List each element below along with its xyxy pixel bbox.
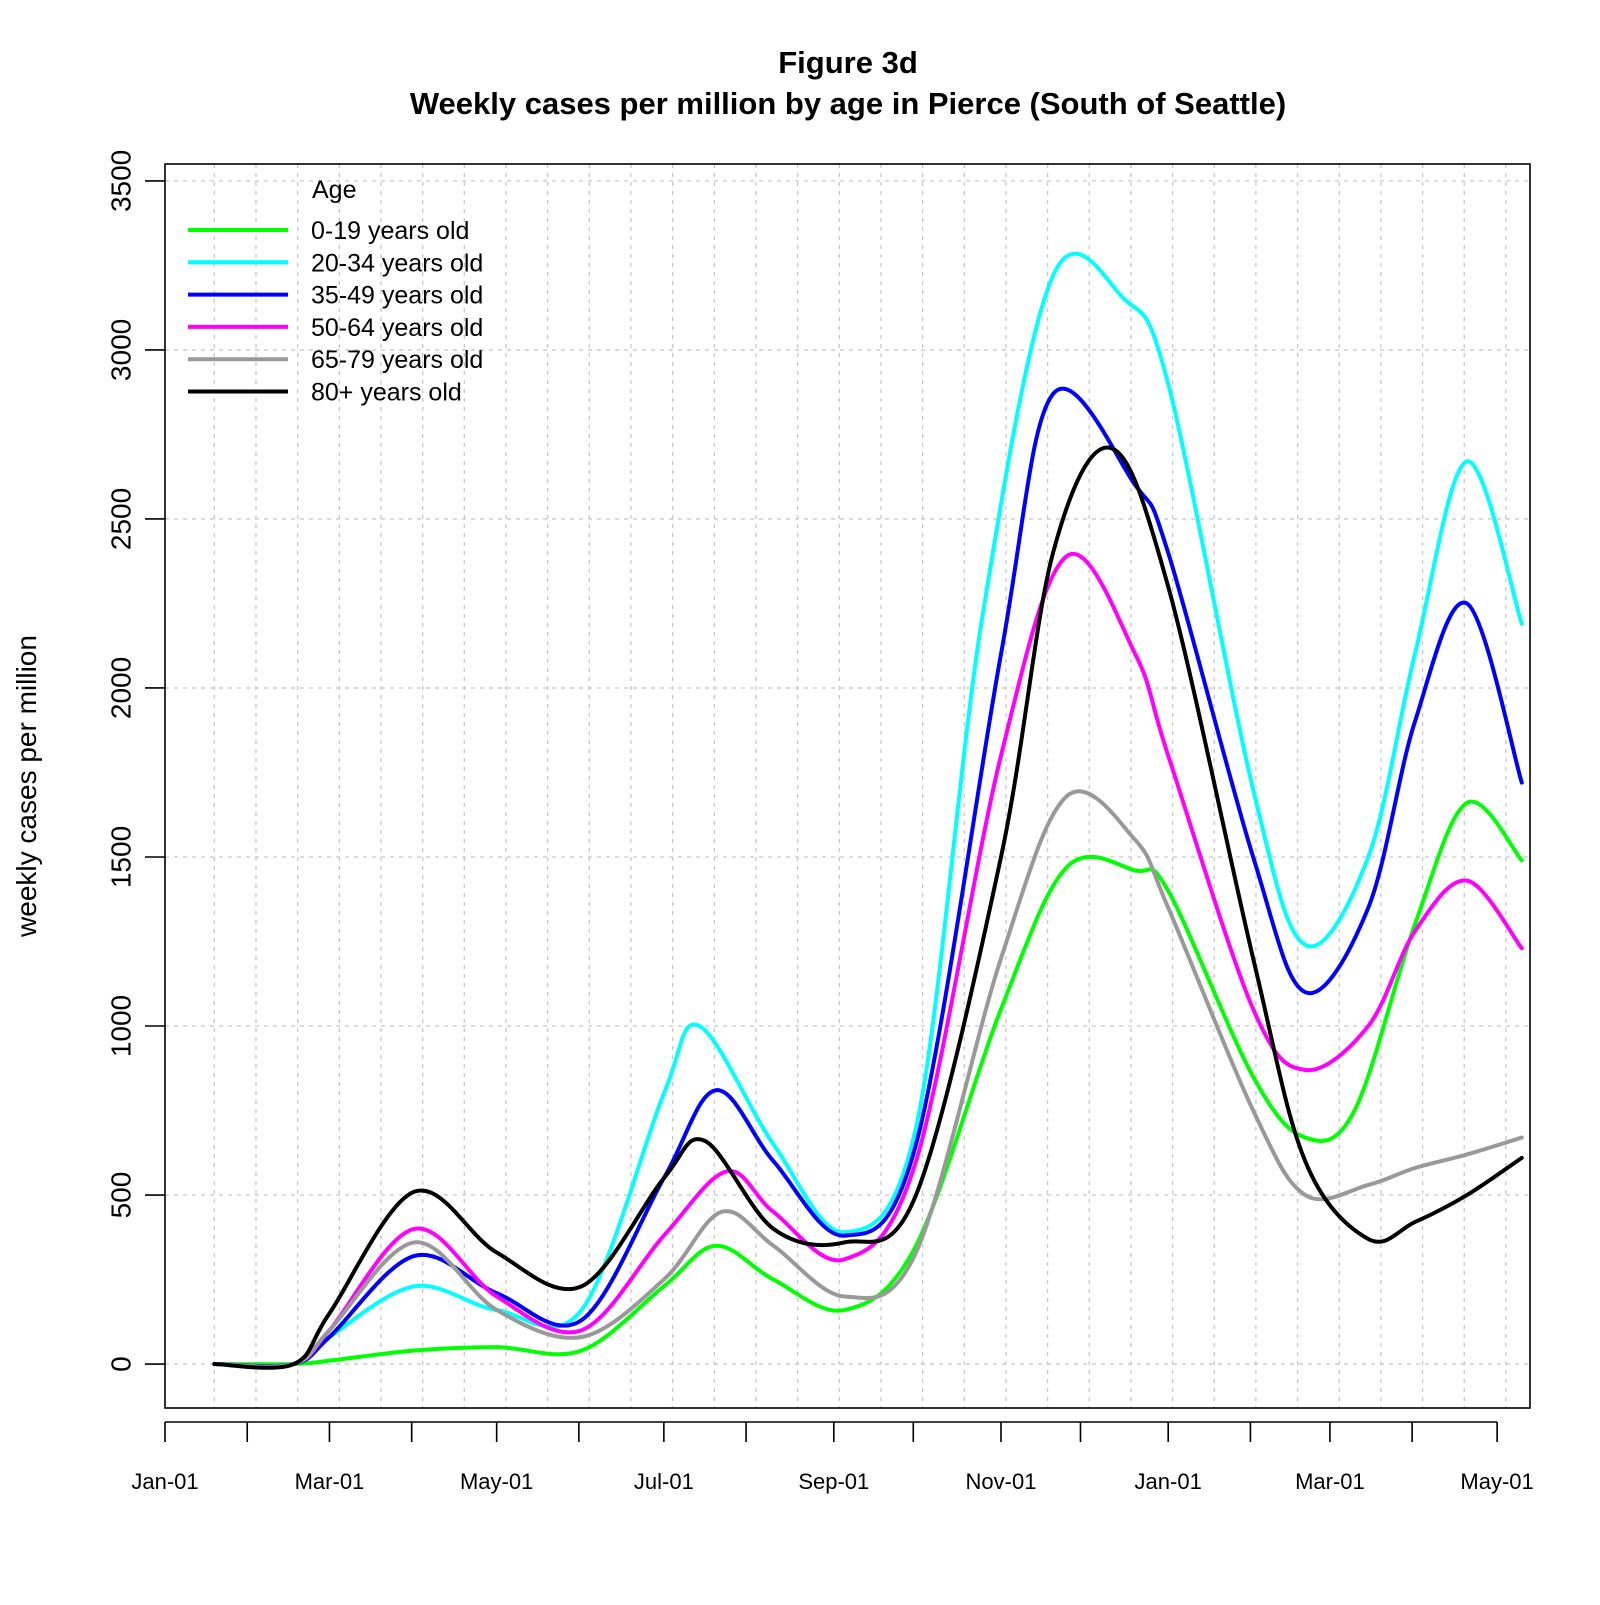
- plot-frame: [164, 163, 1531, 1409]
- x-tick-label: Jan-01: [131, 1469, 198, 1494]
- x-tick-label: May-01: [1460, 1469, 1533, 1494]
- series-line-4: [212, 551, 1524, 1369]
- legend-label-2: 20-34 years old: [311, 249, 483, 277]
- y-tick-label: 0: [106, 1356, 137, 1372]
- y-tick-label: 1000: [106, 995, 137, 1057]
- x-axis: Jan-01 Mar-01 May-01 Jul-01 Sep-01 Nov-01 Jan-…: [131, 1421, 1534, 1494]
- x-tick-label: Nov-01: [966, 1469, 1037, 1494]
- y-axis-label: weekly cases per million: [11, 635, 42, 938]
- legend-label-4: 50-64 years old: [311, 314, 483, 342]
- series-line-3: [212, 386, 1524, 1369]
- series-line-2: [212, 251, 1524, 1369]
- legend-label-3: 35-49 years old: [311, 282, 483, 310]
- chart-title: Figure 3d: [778, 45, 918, 80]
- series-line-1: [212, 799, 1524, 1367]
- y-tick-label: 2000: [106, 657, 137, 719]
- x-tick-label: Mar-01: [295, 1469, 365, 1494]
- y-tick-label: 1500: [106, 826, 137, 888]
- x-tick-label: May-01: [460, 1469, 533, 1494]
- legend-title: Age: [312, 176, 356, 204]
- series-lines: [212, 251, 1524, 1370]
- legend-label-5: 65-79 years old: [311, 346, 483, 374]
- legend-label-1: 0-19 years old: [311, 217, 469, 245]
- series-line-6: [212, 445, 1524, 1370]
- legend-label-6: 80+ years old: [311, 379, 462, 407]
- x-tick-label: Mar-01: [1295, 1469, 1365, 1494]
- chart-subtitle: Weekly cases per million by age in Pierc…: [410, 86, 1286, 121]
- series-line-5: [212, 789, 1524, 1369]
- y-tick-label: 500: [106, 1172, 137, 1219]
- y-tick-label: 3500: [106, 150, 137, 212]
- legend: Age 0-19 years old 20-34 years old 35-49 y…: [188, 176, 483, 407]
- y-axis: 0 500 1000 1500 2000 2500 3000 3500: [106, 150, 165, 1372]
- x-tick-label: Sep-01: [798, 1469, 869, 1494]
- y-tick-label: 3000: [106, 319, 137, 381]
- x-tick-label: Jan-01: [1135, 1469, 1202, 1494]
- y-tick-label: 2500: [106, 488, 137, 550]
- x-tick-label: Jul-01: [634, 1469, 694, 1494]
